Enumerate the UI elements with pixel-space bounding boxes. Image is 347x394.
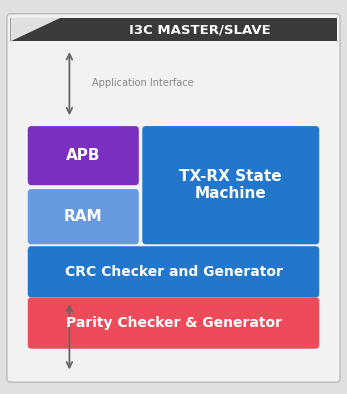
Bar <box>10 18 337 41</box>
Text: RAM: RAM <box>64 209 103 224</box>
FancyBboxPatch shape <box>28 189 139 244</box>
Text: Parity Checker & Generator: Parity Checker & Generator <box>66 316 281 330</box>
FancyBboxPatch shape <box>28 126 139 185</box>
FancyBboxPatch shape <box>28 246 319 297</box>
Text: APB: APB <box>66 148 101 163</box>
FancyBboxPatch shape <box>28 297 319 349</box>
Text: SDA, SCL: SDA, SCL <box>88 332 133 342</box>
Text: Application Interface: Application Interface <box>92 78 194 88</box>
Text: TX-RX State
Machine: TX-RX State Machine <box>179 169 282 201</box>
Text: CRC Checker and Generator: CRC Checker and Generator <box>65 265 282 279</box>
Polygon shape <box>10 18 61 41</box>
FancyBboxPatch shape <box>142 126 319 244</box>
Text: I3C MASTER/SLAVE: I3C MASTER/SLAVE <box>129 23 270 36</box>
FancyBboxPatch shape <box>7 14 340 382</box>
